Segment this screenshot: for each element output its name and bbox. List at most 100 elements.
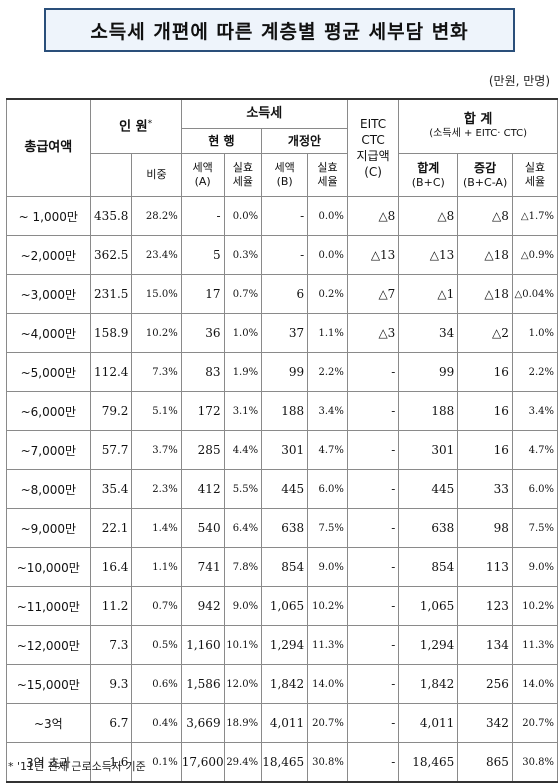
rate-a-cell: 1.9% (223, 352, 263, 392)
ratio-cell: 0.7% (131, 586, 182, 626)
change-cell: 16 (457, 430, 513, 470)
rate-b-cell: 1.1% (307, 313, 348, 353)
rate-total-cell: 3.4% (511, 391, 559, 431)
header-tax-b: 세액 (B) (261, 153, 309, 197)
eitc-cell: - (346, 664, 400, 704)
tax-a-cell: 1,160 (180, 625, 225, 665)
persons-cell: 6.7 (89, 703, 133, 743)
tax-a-cell: 540 (180, 508, 225, 548)
rate-total-cell: △1.7% (511, 196, 559, 236)
ratio-cell: 1.4% (131, 508, 182, 548)
rate-a-cell: 18.9% (223, 703, 263, 743)
rate-b-cell: 2.2% (307, 352, 348, 392)
change-cell: 256 (457, 664, 513, 704)
rate-a-cell: 10.1% (223, 625, 263, 665)
bracket-cell: ~11,000만 (6, 586, 91, 626)
ratio-cell: 1.1% (131, 547, 182, 587)
rate-a-cell: 5.5% (223, 469, 263, 509)
tax-b-cell: 854 (261, 547, 309, 587)
sum-cell: 854 (398, 547, 459, 587)
tax-b-cell: 188 (261, 391, 309, 431)
bracket-cell: ~4,000만 (6, 313, 91, 353)
tax-b-cell: 99 (261, 352, 309, 392)
rate-a-cell: 9.0% (223, 586, 263, 626)
rate-b-cell: 3.4% (307, 391, 348, 431)
title-box: 소득세 개편에 따른 계층별 평균 세부담 변화 (44, 8, 515, 52)
change-cell: △18 (457, 274, 513, 314)
tax-b-cell: 18,465 (261, 742, 309, 783)
ratio-cell: 0.5% (131, 625, 182, 665)
sum-cell: 445 (398, 469, 459, 509)
header-total: 합 계 (소득세 + EITC· CTC) (398, 98, 558, 154)
persons-cell: 231.5 (89, 274, 133, 314)
table-row: ~3,000만 231.5 15.0% 17 0.7% 6 0.2% △7 △1 △18 △0.04… (6, 274, 559, 314)
eitc-cell: - (346, 742, 400, 783)
change-cell: 113 (457, 547, 513, 587)
eitc-cell: △3 (346, 313, 400, 353)
table-row: ~8,000만 35.4 2.3% 412 5.5% 445 6.0% -445 33 6.0% (6, 469, 559, 509)
change-cell: 33 (457, 469, 513, 509)
bracket-cell: ~7,000만 (6, 430, 91, 470)
tax-b-cell: - (261, 196, 309, 236)
ratio-cell: 0.1% (131, 742, 182, 783)
sum-cell: 638 (398, 508, 459, 548)
change-cell: 134 (457, 625, 513, 665)
persons-cell: 35.4 (89, 469, 133, 509)
rate-a-cell: 7.8% (223, 547, 263, 587)
sum-cell: 34 (398, 313, 459, 353)
table-body: ~ 1,000만 435.8 28.2% -0.0% -0.0% △8 △8 △8 △1.7% ~… (6, 196, 559, 783)
persons-cell: 7.3 (89, 625, 133, 665)
rate-total-cell: 20.7% (511, 703, 559, 743)
header-change: 증감 (B+C-A) (457, 153, 513, 197)
rate-b-cell: 7.5% (307, 508, 348, 548)
header-income-tax: 소득세 (180, 98, 348, 129)
ratio-cell: 3.7% (131, 430, 182, 470)
header-tax-a: 세액 (A) (180, 153, 225, 197)
tax-a-cell: 3,669 (180, 703, 225, 743)
header-current: 현 행 (180, 128, 263, 154)
sum-cell: 99 (398, 352, 459, 392)
tax-a-cell: 741 (180, 547, 225, 587)
rate-b-cell: 11.3% (307, 625, 348, 665)
eitc-cell: - (346, 547, 400, 587)
tax-a-cell: 172 (180, 391, 225, 431)
change-cell: △2 (457, 313, 513, 353)
rate-b-cell: 10.2% (307, 586, 348, 626)
rate-a-cell: 0.3% (223, 235, 263, 275)
eitc-cell: △13 (346, 235, 400, 275)
footnote: * '11년 전체 근로소득자 기준 (8, 760, 146, 773)
rate-a-cell: 29.4% (223, 742, 263, 783)
change-cell: 123 (457, 586, 513, 626)
persons-cell: 22.1 (89, 508, 133, 548)
rate-total-cell: △0.04% (511, 274, 559, 314)
eitc-cell: △8 (346, 196, 400, 236)
ratio-cell: 5.1% (131, 391, 182, 431)
persons-cell: 435.8 (89, 196, 133, 236)
bracket-cell: ~12,000만 (6, 625, 91, 665)
rate-total-cell: 10.2% (511, 586, 559, 626)
table-row: 3억 초과 1.6 0.1% 17,600 29.4% 18,465 30.8% -18,46… (6, 742, 559, 783)
rate-b-cell: 0.0% (307, 235, 348, 275)
tax-a-cell: 5 (180, 235, 225, 275)
table-row: ~9,000만 22.1 1.4% 540 6.4% 638 7.5% -638 98 7.5% (6, 508, 559, 548)
persons-cell: 362.5 (89, 235, 133, 275)
rate-total-cell: 14.0% (511, 664, 559, 704)
rate-total-cell: 30.8% (511, 742, 559, 783)
header-eitc: EITC CTC 지급액 (C) (346, 98, 400, 197)
tax-b-cell: 301 (261, 430, 309, 470)
rate-a-cell: 1.0% (223, 313, 263, 353)
ratio-cell: 2.3% (131, 469, 182, 509)
sum-cell: 1,065 (398, 586, 459, 626)
rate-a-cell: 12.0% (223, 664, 263, 704)
bracket-cell: ~8,000만 (6, 469, 91, 509)
table-row: ~4,000만 158.9 10.2% 36 1.0% 37 1.1% △3 34 △2 1.0% (6, 313, 559, 353)
bracket-cell: ~3,000만 (6, 274, 91, 314)
rate-total-cell: 9.0% (511, 547, 559, 587)
rate-total-cell: 1.0% (511, 313, 559, 353)
tax-a-cell: 17,600 (180, 742, 225, 783)
ratio-cell: 0.6% (131, 664, 182, 704)
tax-a-cell: 285 (180, 430, 225, 470)
sum-cell: 188 (398, 391, 459, 431)
tax-b-cell: - (261, 235, 309, 275)
tax-a-cell: 36 (180, 313, 225, 353)
